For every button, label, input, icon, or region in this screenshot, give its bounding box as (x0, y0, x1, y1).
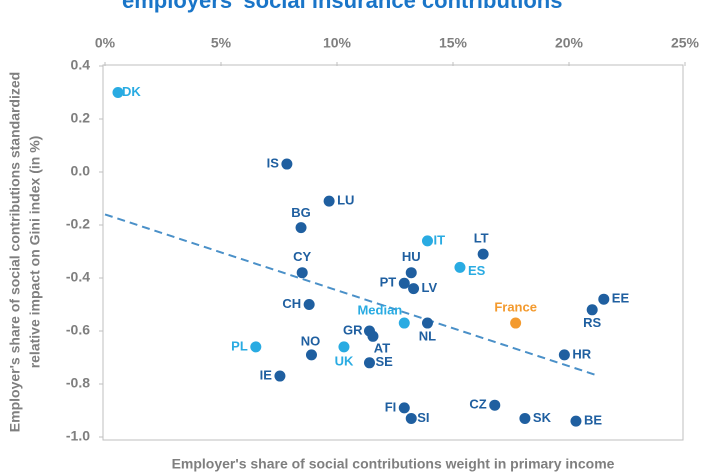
point (398, 277, 410, 289)
point (570, 415, 582, 427)
point-label: BE (584, 413, 602, 428)
x-tick-label: 15% (439, 35, 468, 51)
point-label: NO (301, 333, 321, 348)
y-tick-label: -1.0 (66, 428, 90, 444)
point-label: IE (260, 367, 273, 382)
point (421, 317, 433, 329)
point-label: LU (337, 193, 354, 208)
point (363, 357, 375, 369)
y-tick-label: 0.4 (71, 57, 91, 73)
point (323, 195, 335, 207)
point (338, 341, 350, 353)
point-label: FI (385, 399, 397, 414)
point-label: PL (231, 338, 248, 353)
point-label: DK (122, 84, 141, 99)
x-axis-title: Employer's share of social contributions… (172, 456, 615, 472)
x-tick-label: 0% (95, 35, 116, 51)
point (519, 412, 531, 424)
point (454, 261, 466, 273)
point (303, 299, 315, 310)
point (296, 267, 308, 279)
point-label: RS (583, 315, 601, 330)
point-label: SE (375, 354, 393, 369)
point-label: CH (282, 296, 301, 311)
point (295, 222, 307, 234)
point-label: IS (267, 155, 280, 170)
point (112, 87, 124, 98)
point (281, 158, 293, 170)
point (598, 293, 610, 305)
point (398, 402, 410, 414)
point-label: HR (572, 346, 591, 361)
point-label: PT (380, 275, 397, 290)
y-tick-label: -0.8 (66, 375, 90, 391)
point (586, 304, 598, 316)
x-tick-label: 5% (211, 35, 232, 51)
plot-frame (102, 64, 684, 441)
point-label: SK (533, 410, 552, 425)
point (305, 349, 317, 361)
point-label: CZ (469, 397, 486, 412)
point-label: BG (291, 205, 311, 220)
trendline (104, 213, 600, 378)
y-axis-title: Employer's share of social contributions… (7, 72, 23, 432)
point-label: LV (422, 280, 438, 295)
y-tick-label: 0.0 (71, 163, 91, 179)
point-label: UK (335, 353, 354, 368)
point-label: IT (433, 232, 445, 247)
point (274, 370, 286, 382)
point (558, 349, 570, 361)
point-label: GR (343, 322, 363, 337)
y-tick-label: 0.2 (71, 110, 91, 126)
y-tick-label: -0.2 (66, 216, 90, 232)
point (477, 248, 489, 260)
point-label: AT (374, 341, 390, 356)
point (510, 317, 522, 329)
point (421, 235, 433, 247)
point (398, 317, 410, 329)
point-label: ES (468, 263, 486, 278)
y-tick-label: -0.6 (66, 322, 90, 338)
point (408, 283, 420, 295)
y-tick-label: -0.4 (66, 269, 90, 285)
point (405, 267, 417, 279)
point (489, 399, 501, 411)
point (405, 412, 417, 424)
x-tick-label: 10% (323, 35, 352, 51)
chart-title: employers' social insurance contribution… (122, 0, 562, 13)
y-axis-title: relative impact on Gini index (in %) (27, 136, 43, 369)
point-label: CY (293, 249, 311, 264)
point (250, 341, 262, 353)
point-label: France (494, 299, 537, 314)
x-tick-label: 25% (671, 35, 700, 51)
point-label: SI (417, 410, 429, 425)
x-tick-label: 20% (555, 35, 584, 51)
point-label: Median (357, 302, 402, 317)
point-label: EE (612, 291, 630, 306)
point-label: LT (474, 231, 489, 246)
point-label: HU (402, 249, 421, 264)
point (367, 330, 379, 342)
point-label: NL (419, 328, 436, 343)
